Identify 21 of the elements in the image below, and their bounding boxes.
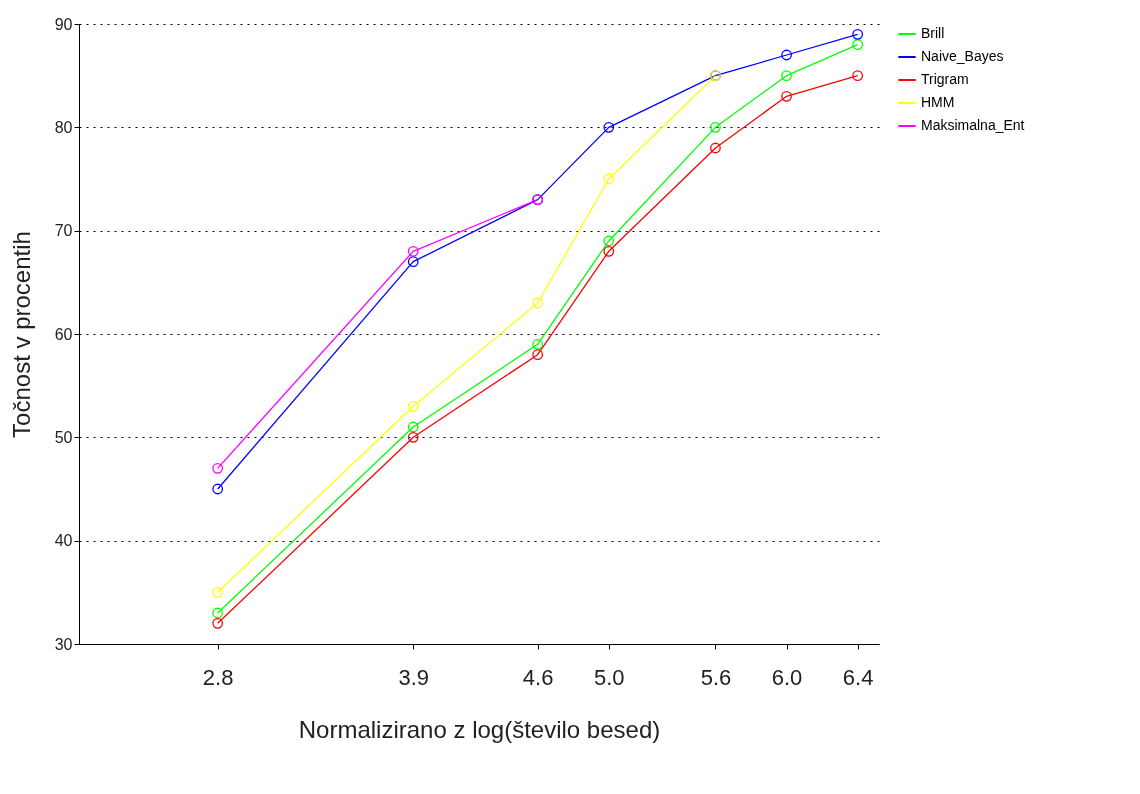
y-tick-label: 90 bbox=[54, 15, 73, 33]
x-tick-label: 6.4 bbox=[842, 664, 874, 690]
y-tick-label: 80 bbox=[54, 118, 73, 136]
y-tick-label: 70 bbox=[54, 222, 73, 240]
y-tick-label: 40 bbox=[54, 532, 73, 550]
y-tick-label: 50 bbox=[54, 428, 73, 446]
y-tick-label: 60 bbox=[54, 325, 73, 343]
x-tick-label: 5.0 bbox=[593, 664, 625, 690]
y-tick-label: 30 bbox=[54, 635, 73, 653]
legend-label: HMM bbox=[921, 94, 955, 110]
x-axis-title: Normalizirano z log(število besed) bbox=[298, 715, 661, 743]
legend-label: Brill bbox=[921, 25, 945, 41]
y-axis-title: Točnost v procentih bbox=[7, 231, 35, 438]
legend-label: Trigram bbox=[921, 71, 969, 87]
x-tick-label: 6.0 bbox=[771, 664, 803, 690]
legend-label: Naive_Bayes bbox=[921, 48, 1004, 64]
x-tick-label: 3.9 bbox=[398, 664, 430, 690]
x-tick-label: 5.6 bbox=[700, 664, 732, 690]
legend-label: Maksimalna_Ent bbox=[921, 117, 1025, 133]
x-tick-label: 2.8 bbox=[202, 664, 234, 690]
x-tick-label: 4.6 bbox=[522, 664, 554, 690]
